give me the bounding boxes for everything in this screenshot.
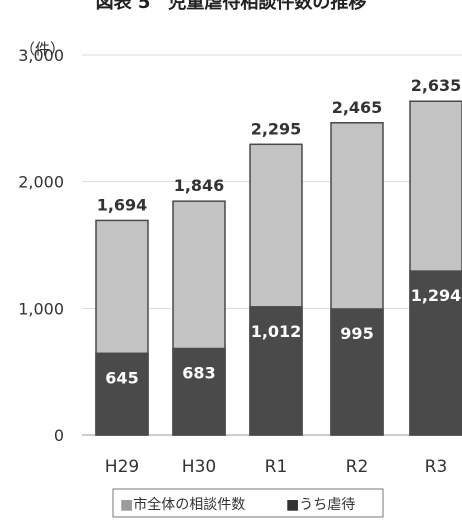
abuse-label: 1,294 bbox=[411, 286, 462, 305]
x-tick-label: R3 bbox=[425, 457, 448, 477]
y-axis-ticks: 0 1,000 2,000 3,000 bbox=[18, 46, 64, 445]
bar-abuse bbox=[330, 308, 384, 436]
bar-abuse bbox=[95, 352, 149, 436]
y-unit-label: （件） bbox=[20, 40, 65, 58]
x-axis-ticks: H29 H30 R1 R2 R3 bbox=[105, 457, 448, 477]
legend-label-total: 市全体の相談件数 bbox=[133, 496, 245, 513]
chart-title: 図表 5 児童虐待相談件数の推移 bbox=[96, 0, 367, 13]
x-tick-label: H30 bbox=[182, 457, 216, 477]
x-tick-label: R1 bbox=[265, 457, 288, 477]
total-label: 2,465 bbox=[332, 98, 383, 117]
legend-entry-total: ■市全体の相談件数 bbox=[120, 496, 245, 513]
y-tick-label: 0 bbox=[54, 426, 64, 445]
bar-abuse bbox=[409, 270, 462, 436]
legend-marker-total: ■ bbox=[120, 497, 133, 513]
x-tick-label: R2 bbox=[346, 457, 369, 477]
x-tick-label: H29 bbox=[105, 457, 139, 477]
data-labels: 1,694 645 1,846 683 2,295 1,012 2,465 995 2,635 1… bbox=[97, 76, 462, 387]
bars bbox=[95, 100, 462, 436]
total-label: 1,694 bbox=[97, 195, 148, 214]
abuse-label: 645 bbox=[105, 368, 138, 387]
total-label: 2,295 bbox=[251, 119, 302, 138]
total-label: 2,635 bbox=[411, 76, 462, 95]
y-tick-label: 1,000 bbox=[18, 299, 64, 318]
abuse-label: 995 bbox=[340, 324, 373, 343]
abuse-label: 683 bbox=[182, 363, 215, 382]
bar-abuse bbox=[172, 347, 226, 436]
y-tick-label: 2,000 bbox=[18, 173, 64, 192]
legend-entry-abuse: ■うち虐待 bbox=[286, 497, 355, 513]
legend: ■市全体の相談件数 ■うち虐待 bbox=[112, 488, 384, 518]
total-label: 1,846 bbox=[174, 176, 225, 195]
abuse-label: 1,012 bbox=[251, 322, 302, 341]
legend-label-abuse: うち虐待 bbox=[299, 497, 355, 513]
bar-abuse bbox=[249, 306, 303, 436]
y-tick-label: 3,000 bbox=[18, 46, 64, 65]
legend-box bbox=[112, 488, 384, 518]
legend-marker-abuse: ■ bbox=[286, 497, 299, 513]
